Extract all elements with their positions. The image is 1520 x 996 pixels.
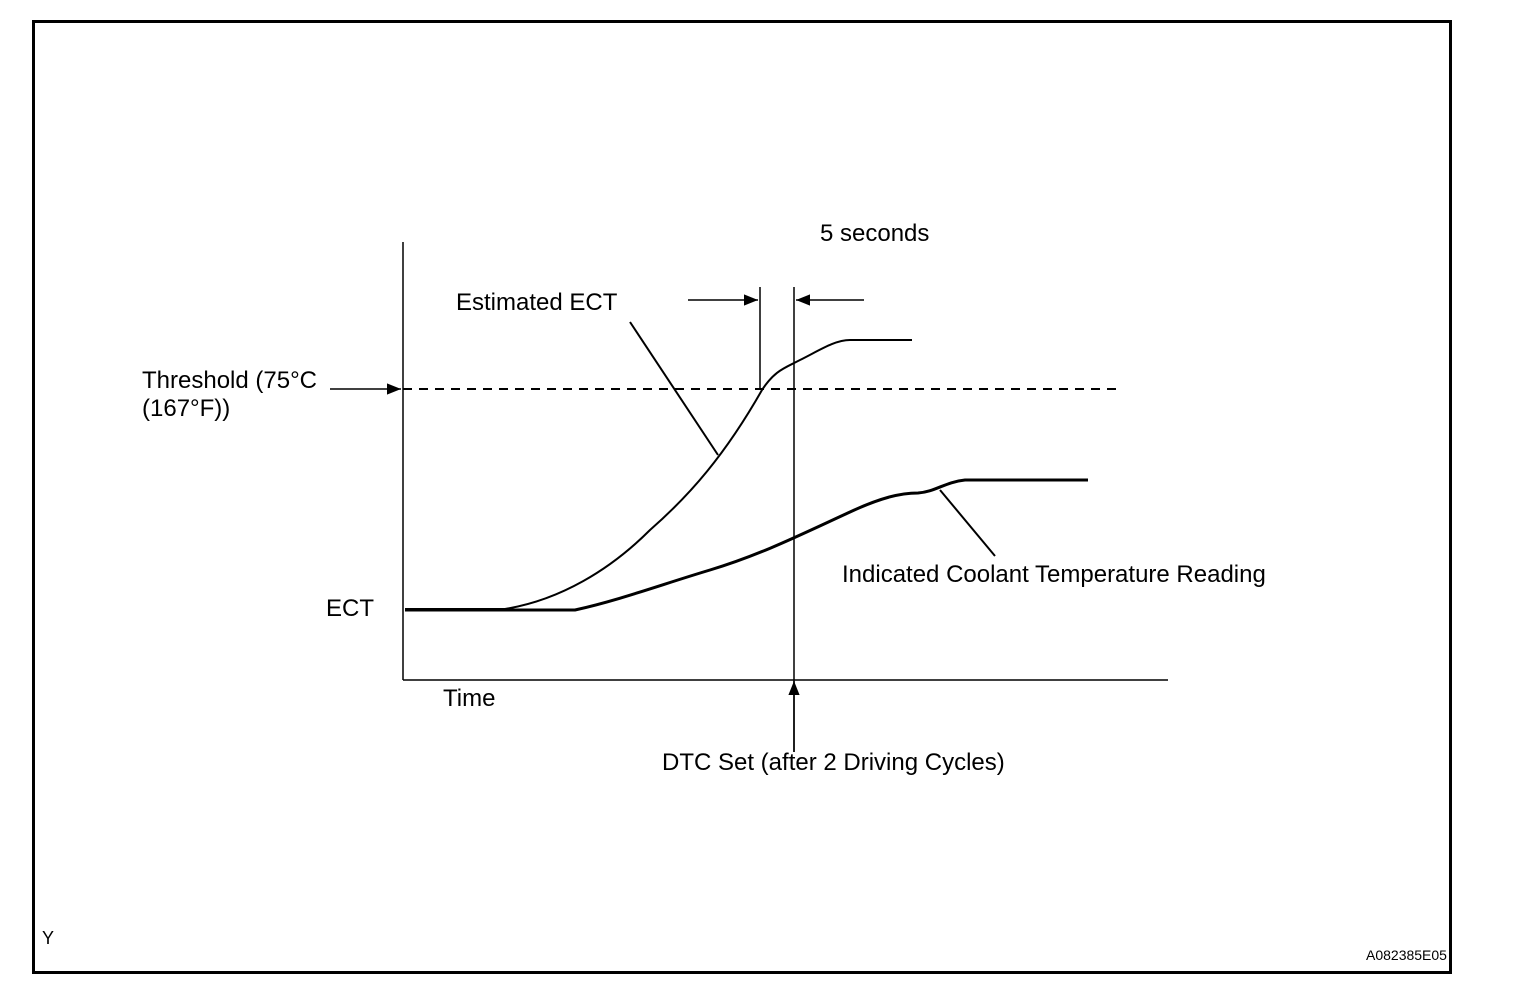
time-axis-label: Time [443, 685, 495, 712]
figure-id-label: A082385E05 [1366, 947, 1447, 963]
indicated-reading-leader [940, 490, 995, 556]
threshold-label-line2: (167°F)) [142, 395, 230, 422]
ect-axis-label: ECT [326, 595, 374, 622]
corner-y-label: Y [42, 928, 54, 948]
threshold-label-line1: Threshold (75°C [142, 367, 317, 394]
dtc-set-label: DTC Set (after 2 Driving Cycles) [662, 749, 1005, 776]
indicated-reading-label: Indicated Coolant Temperature Reading [842, 561, 1266, 588]
five-seconds-label: 5 seconds [820, 220, 929, 247]
estimated-ect-curve [405, 340, 912, 609]
estimated-ect-label: Estimated ECT [456, 289, 618, 316]
